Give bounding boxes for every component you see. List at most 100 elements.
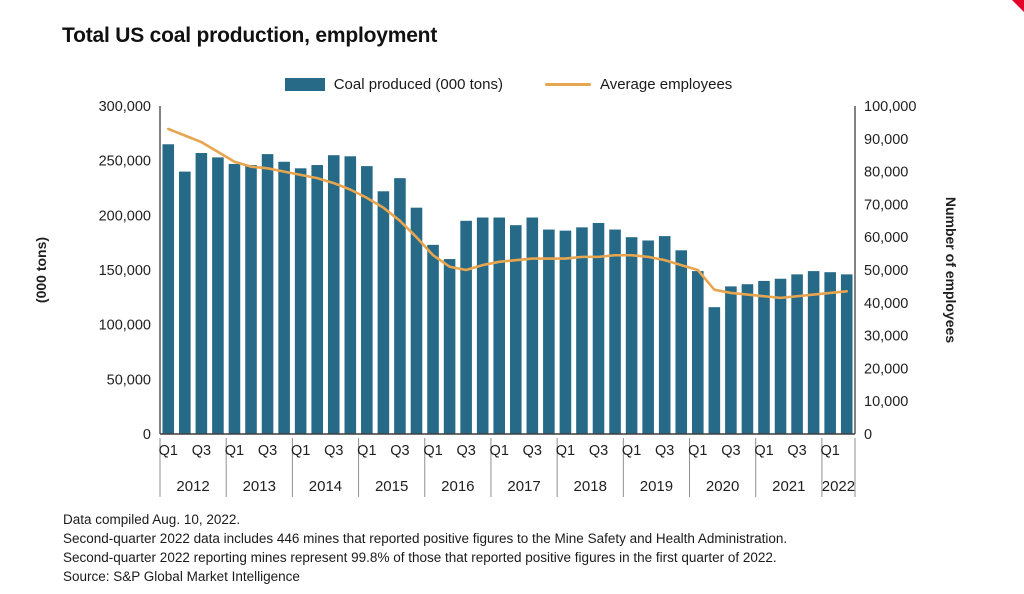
x-quarter-tick-label: Q1	[556, 443, 575, 459]
footer-line: Data compiled Aug. 10, 2022.	[63, 512, 241, 527]
y-axis-right-tick-label: 0	[864, 427, 872, 443]
coal-bar	[460, 220, 472, 434]
legend-item-employees: Average employees	[544, 76, 733, 93]
x-year-label: 2017	[507, 478, 540, 495]
coal-bar	[543, 229, 555, 434]
coal-bar	[361, 166, 373, 434]
legend-label-employees: Average employees	[599, 76, 733, 93]
y-axis-right-tick-label: 80,000	[864, 165, 908, 181]
coal-bar	[493, 217, 506, 434]
line-swatch-icon	[544, 83, 591, 86]
legend-label-coal: Coal produced (000 tons)	[333, 76, 503, 93]
coal-bar	[824, 272, 836, 434]
x-year-label: 2016	[441, 478, 474, 495]
x-quarter-tick-label: Q1	[423, 443, 442, 459]
x-year-label: 2013	[243, 478, 276, 495]
y-axis-left-tick-label: 0	[143, 427, 151, 443]
x-quarter-tick-label: Q1	[490, 443, 509, 459]
coal-bar	[592, 222, 605, 434]
y-axis-left-tick-label: 50,000	[107, 372, 151, 388]
coal-bar	[427, 244, 439, 434]
coal-bar	[245, 165, 257, 434]
y-axis-left-tick-label: 100,000	[99, 318, 151, 334]
coal-bar	[162, 144, 175, 434]
y-axis-right-tick-label: 100,000	[864, 99, 916, 115]
x-quarter-tick-label: Q1	[159, 443, 178, 459]
x-quarter-tick-label: Q1	[622, 443, 641, 459]
x-year-label: 2021	[772, 478, 805, 495]
footer-line: Second-quarter 2022 data includes 446 mi…	[63, 531, 788, 546]
x-quarter-tick-label: Q1	[357, 443, 376, 459]
y-axis-left-tick-label: 200,000	[99, 208, 151, 224]
y-axis-left-tick-label: 250,000	[99, 154, 151, 170]
coal-bar	[774, 278, 787, 434]
y-axis-right-tick-label: 20,000	[864, 361, 908, 377]
x-quarter-tick-label: Q3	[523, 443, 542, 459]
x-quarter-tick-label: Q1	[821, 443, 840, 459]
coal-bar	[708, 307, 721, 434]
coal-bar	[261, 154, 274, 435]
x-year-label: 2015	[375, 478, 408, 495]
legend-item-coal: Coal produced (000 tons)	[284, 76, 503, 93]
coal-bar	[642, 240, 654, 434]
coal-bar	[327, 155, 340, 434]
x-year-label: 2012	[176, 478, 209, 495]
coal-bar	[212, 157, 224, 434]
y-axis-right-tick-label: 60,000	[864, 230, 908, 246]
coal-bar	[294, 168, 307, 434]
coal-bar	[576, 227, 588, 434]
employees-line	[166, 127, 849, 300]
y-axis-right-tick-label: 90,000	[864, 132, 908, 148]
coal-bar	[559, 230, 572, 434]
coal-bar	[278, 161, 290, 434]
footer-line: Second-quarter 2022 reporting mines repr…	[63, 550, 777, 565]
x-quarter-tick-label: Q1	[754, 443, 773, 459]
coal-bar	[625, 237, 638, 434]
coal-bar	[311, 165, 323, 434]
coal-bar	[410, 207, 423, 434]
coal-bar	[476, 217, 489, 434]
coal-bar	[228, 163, 241, 434]
y-axis-right-title: Number of employees	[943, 197, 959, 343]
coal-bar	[377, 191, 390, 434]
x-year-label: 2020	[706, 478, 739, 495]
coal-bar	[609, 229, 621, 434]
x-quarter-tick-label: Q1	[225, 443, 244, 459]
x-quarter-tick-label: Q3	[192, 443, 211, 459]
coal-bar	[791, 274, 803, 434]
y-axis-right-tick-label: 10,000	[864, 394, 908, 410]
x-quarter-tick-label: Q3	[655, 443, 674, 459]
y-axis-right-tick-label: 70,000	[864, 197, 908, 213]
coal-bar	[692, 271, 704, 434]
coal-bar	[725, 286, 737, 434]
x-year-label: 2022	[822, 478, 855, 495]
x-quarter-tick-label: Q3	[258, 443, 277, 459]
x-year-label: 2014	[309, 478, 342, 495]
corner-mark	[1012, 0, 1024, 12]
y-axis-left-title: (000 tons)	[33, 237, 49, 303]
x-year-label: 2019	[640, 478, 673, 495]
legend: Coal produced (000 tons) Average employe…	[160, 76, 857, 93]
y-axis-left-tick-label: 300,000	[99, 99, 151, 115]
footer-line: Source: S&P Global Market Intelligence	[63, 569, 300, 584]
x-quarter-tick-label: Q1	[688, 443, 707, 459]
y-axis-right-tick-label: 50,000	[864, 263, 908, 279]
x-quarter-tick-label: Q3	[721, 443, 740, 459]
footer-notes: Data compiled Aug. 10, 2022. Second-quar…	[63, 510, 787, 586]
page-title: Total US coal production, employment	[62, 24, 438, 47]
coal-bar	[344, 156, 357, 434]
coal-bar	[658, 236, 671, 434]
coal-bar	[758, 280, 770, 434]
chart-svg: 0 50,000 100,000 150,000 200,000 250,000 300,0…	[33, 99, 959, 497]
bar-swatch-icon	[284, 78, 325, 91]
coal-bar	[443, 259, 456, 434]
coal-bar	[840, 274, 853, 434]
y-axis-right-tick-label: 30,000	[864, 329, 908, 345]
x-quarter-tick-label: Q3	[787, 443, 806, 459]
y-axis-left-tick-label: 150,000	[99, 263, 151, 279]
coal-bar	[741, 284, 754, 434]
x-quarter-tick-label: Q1	[291, 443, 310, 459]
coal-bar	[509, 225, 522, 434]
coal-bar	[394, 178, 406, 434]
